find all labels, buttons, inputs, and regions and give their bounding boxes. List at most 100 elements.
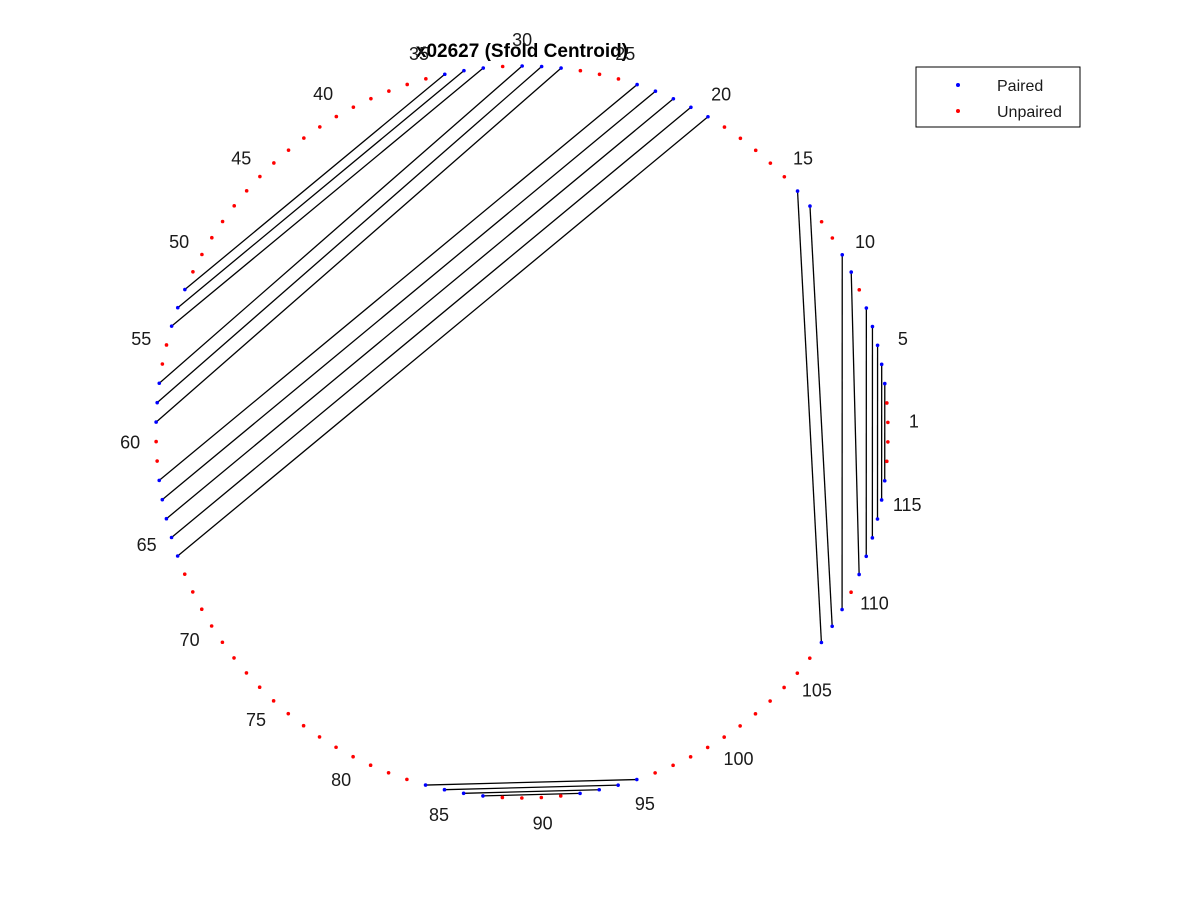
unpaired-dot-48 <box>220 219 225 224</box>
unpaired-dot-89 <box>520 796 524 800</box>
unpaired-dot-17 <box>753 148 758 153</box>
paired-dot-33 <box>462 68 466 73</box>
pair-lines <box>155 65 886 797</box>
paired-dot-4 <box>879 362 884 367</box>
pair-line-23-63 <box>161 90 656 501</box>
paired-dot-108 <box>830 624 834 629</box>
unpaired-dot-18 <box>738 136 743 141</box>
unpaired-dot-44 <box>272 161 276 165</box>
pair-line-28-59 <box>155 67 562 423</box>
unpaired-dot-97 <box>671 763 675 768</box>
position-label-15: 15 <box>793 149 813 169</box>
unpaired-dot-31 <box>500 64 505 69</box>
unpaired-dot-26 <box>597 72 602 77</box>
position-label-55: 55 <box>131 329 151 349</box>
paired-dot-57 <box>157 381 162 386</box>
position-label-50: 50 <box>169 232 189 252</box>
paired-dot-14 <box>795 189 800 193</box>
unpaired-dot-47 <box>232 204 237 208</box>
unpaired-dot-81 <box>368 763 373 768</box>
unpaired-dot-40 <box>334 114 339 119</box>
unpaired-dot-46 <box>244 189 249 193</box>
paired-dot-32 <box>481 66 486 70</box>
paired-dot-34 <box>442 72 447 77</box>
position-label-45: 45 <box>231 148 251 168</box>
unpaired-dot-100 <box>722 735 726 739</box>
position-label-115: 115 <box>893 495 922 515</box>
paired-dot-6 <box>870 324 875 329</box>
paired-dot-63 <box>160 497 165 502</box>
unpaired-dot-76 <box>286 711 291 716</box>
pair-line-20-66 <box>177 116 709 557</box>
paired-dot-113 <box>870 536 875 540</box>
unpaired-dot-74 <box>257 685 262 690</box>
pair-line-84-95 <box>425 778 637 786</box>
paired-dot-93 <box>597 787 602 792</box>
position-label-60: 60 <box>120 432 140 452</box>
paired-dot-58 <box>155 400 159 405</box>
position-label-100: 100 <box>724 749 754 769</box>
position-label-25: 25 <box>615 44 635 64</box>
unpaired-dot-104 <box>782 685 786 690</box>
paired-dot-24 <box>635 82 639 87</box>
paired-dot-53 <box>175 305 180 310</box>
unpaired-dot-61 <box>155 459 159 463</box>
paired-dot-116 <box>882 478 887 483</box>
unpaired-dot-42 <box>302 136 306 140</box>
unpaired-dot-77 <box>301 723 306 728</box>
unpaired-dot-98 <box>688 755 693 759</box>
unpaired-dot-45 <box>258 174 262 179</box>
paired-dot-10 <box>840 253 845 257</box>
unpaired-dot-2 <box>885 401 889 405</box>
unpaired-dot-56 <box>160 362 165 366</box>
paired-dot-3 <box>882 381 887 386</box>
unpaired-dot-82 <box>386 771 391 775</box>
unpaired-dot-11 <box>830 236 835 240</box>
unpaired-dot-118 <box>886 440 890 444</box>
pair-line-9-111 <box>850 272 860 575</box>
paired-dot-28 <box>559 66 563 70</box>
paired-dot-87 <box>481 794 485 798</box>
paired-dot-86 <box>461 791 466 796</box>
position-label-40: 40 <box>313 84 333 104</box>
legend-paired-marker <box>956 83 960 87</box>
legend: Paired Unpaired <box>915 66 1081 128</box>
paired-dot-112 <box>864 554 869 559</box>
paired-dot-23 <box>653 89 658 93</box>
paired-dot-64 <box>164 516 169 521</box>
pair-line-13-108 <box>809 206 833 627</box>
position-label-5: 5 <box>898 329 908 349</box>
position-label-110: 110 <box>860 594 889 614</box>
unpaired-dot-102 <box>753 712 758 716</box>
pair-line-14-107 <box>796 191 823 643</box>
unpaired-dot-8 <box>857 288 862 292</box>
unpaired-dot-43 <box>286 148 291 152</box>
unpaired-dot-106 <box>807 656 812 660</box>
nucleotide-dots <box>154 64 890 800</box>
unpaired-dot-50 <box>200 252 204 257</box>
paired-dot-52 <box>183 287 187 292</box>
position-label-65: 65 <box>137 535 157 555</box>
paired-dot-85 <box>442 787 447 792</box>
unpaired-dot-83 <box>405 777 409 782</box>
paired-dot-21 <box>689 105 693 110</box>
unpaired-dot-12 <box>819 219 824 224</box>
position-label-35: 35 <box>409 44 429 64</box>
unpaired-dot-99 <box>705 745 710 750</box>
unpaired-dot-68 <box>190 590 195 594</box>
pair-line-21-65 <box>171 106 692 539</box>
unpaired-dot-16 <box>768 161 773 165</box>
paired-dot-84 <box>423 783 428 787</box>
unpaired-dot-39 <box>351 105 356 109</box>
pair-line-22-64 <box>166 98 674 520</box>
unpaired-dot-71 <box>220 640 225 645</box>
unpaired-dot-1 <box>886 420 890 425</box>
paired-dot-13 <box>808 204 812 208</box>
unpaired-dot-36 <box>405 82 410 87</box>
position-label-30: 30 <box>512 30 532 50</box>
unpaired-dot-103 <box>768 699 772 703</box>
pair-line-30-57 <box>158 65 523 384</box>
unpaired-dot-90 <box>539 795 544 800</box>
paired-dot-62 <box>157 478 162 483</box>
legend-unpaired-label: Unpaired <box>997 104 1062 121</box>
